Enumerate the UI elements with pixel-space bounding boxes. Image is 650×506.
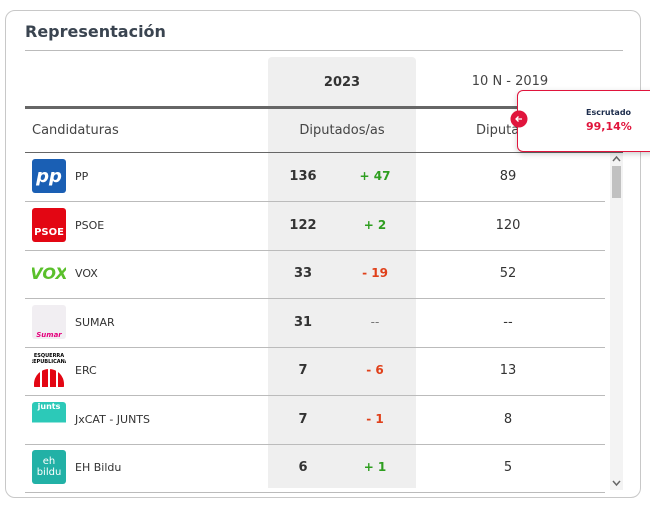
erc-stripes — [34, 369, 64, 387]
subheader-rule — [25, 152, 623, 153]
party-row: ESQUERRA REPUBLICANA ERC 7 - 6 13 — [25, 347, 605, 396]
party-logo: junts — [32, 401, 66, 436]
seats-2023: 136 — [289, 169, 317, 184]
seats-2019: 52 — [499, 266, 517, 281]
party-row: Sumar SUMAR 31 -- -- — [25, 299, 605, 348]
party-name: JxCAT - JUNTS — [75, 412, 151, 426]
party-logo: eh bildu — [32, 450, 66, 484]
seats-2023: 122 — [289, 217, 317, 233]
popup[interactable]: Escrutado 99,14% — [517, 90, 650, 152]
party-name: VOX — [75, 267, 98, 280]
party-row: eh bildu EH Bildu 6 + 1 5 — [25, 444, 605, 493]
seat-change: + 2 — [363, 217, 387, 232]
seats-2019: 5 — [503, 460, 513, 475]
seat-change: -- — [370, 314, 380, 329]
seat-change: - 1 — [366, 411, 384, 426]
party-logo: PSOE — [32, 207, 66, 242]
popup-label: Escrutado — [586, 108, 632, 117]
seats-2023: 6 — [298, 460, 308, 475]
seat-change: + 47 — [359, 169, 391, 183]
row-rule — [25, 395, 605, 396]
row-rule — [25, 443, 605, 445]
party-row: PSOE PSOE 122 + 2 120 — [25, 202, 605, 251]
header-rule — [25, 106, 623, 109]
party-row: pp PP 136 + 47 89 — [25, 153, 605, 202]
seats-2023: 31 — [293, 314, 313, 330]
row-rule — [25, 298, 605, 299]
seats-2019: -- — [503, 314, 513, 330]
party-logo: pp — [32, 159, 66, 193]
party-name: PP — [75, 170, 89, 183]
party-name: EH Bildu — [75, 461, 122, 474]
column-header: Diputados/as — [299, 123, 385, 138]
row-rule — [25, 201, 605, 202]
scroll-down[interactable] — [612, 479, 621, 487]
party-logo: VOX — [32, 256, 66, 290]
seats-2019: 8 — [503, 411, 513, 427]
scroll-thumb[interactable] — [612, 166, 621, 198]
seat-change: + 1 — [363, 460, 387, 474]
popup-value: 99,14% — [586, 120, 632, 133]
seat-change: - 19 — [362, 266, 388, 280]
party-logo: ESQUERRA REPUBLICANA — [32, 353, 66, 387]
seats-2019: 120 — [495, 217, 521, 233]
seats-2023: 33 — [293, 266, 313, 281]
card — [5, 10, 641, 498]
scrollbar[interactable] — [610, 153, 623, 490]
party-name: PSOE — [75, 218, 105, 232]
party-name: SUMAR — [75, 315, 115, 329]
title-rule — [25, 50, 623, 51]
party-row: junts JxCAT - JUNTS 7 - 1 8 — [25, 396, 605, 445]
popup-toggle[interactable] — [510, 110, 528, 128]
row-rule — [25, 249, 605, 251]
current-column-bg — [268, 57, 416, 488]
year-previous: 10 N - 2019 — [471, 74, 549, 89]
seat-change: - 6 — [366, 363, 384, 377]
party-row: VOX VOX 33 - 19 52 — [25, 250, 605, 299]
row-rule — [25, 346, 605, 348]
year-current: 2023 — [323, 75, 361, 90]
seats-2019: 89 — [499, 169, 517, 184]
party-logo: Sumar — [32, 304, 66, 339]
scroll-up[interactable] — [612, 155, 621, 163]
seats-2023: 7 — [298, 411, 308, 427]
row-rule — [25, 492, 605, 493]
seats-2023: 7 — [298, 363, 308, 378]
column-header: Candidaturas — [32, 123, 119, 138]
party-name: ERC — [75, 364, 97, 377]
title: Representación — [25, 22, 166, 41]
seats-2019: 13 — [499, 363, 517, 378]
